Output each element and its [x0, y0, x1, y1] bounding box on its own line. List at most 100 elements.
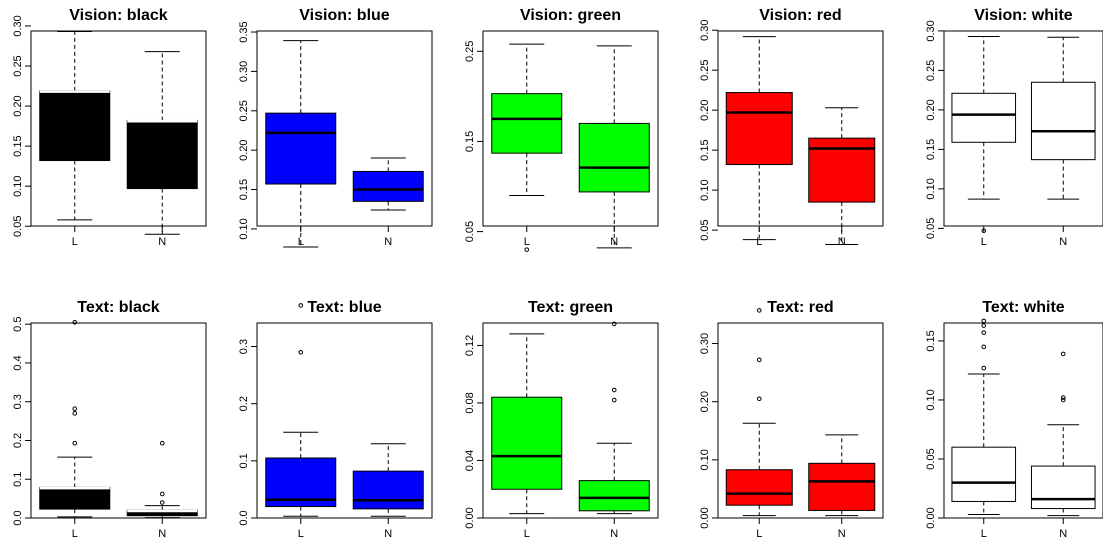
y-tick-label: 0.25	[925, 60, 937, 81]
x-tick-label: L	[72, 528, 78, 540]
box-iqr	[951, 92, 1017, 143]
outlier-point	[72, 406, 78, 411]
outlier-point	[981, 228, 987, 234]
box-iqr	[951, 446, 1017, 502]
outlier-point	[159, 440, 165, 446]
outlier-point	[756, 396, 762, 402]
panel: Text: blue 0.0 0.1 0.2 0.3 L N	[238, 299, 433, 540]
box-L	[265, 303, 337, 517]
box-N	[126, 440, 198, 519]
y-tick-label: 0.10	[699, 449, 711, 470]
y-tick-label: 0.0	[12, 510, 24, 525]
x-tick-label: N	[1059, 236, 1067, 248]
plot-frame	[943, 322, 1103, 519]
plot-frame	[30, 322, 207, 519]
x-tick-label: N	[610, 528, 618, 540]
y-tick-label: 0.2	[12, 433, 24, 448]
panel-title: Text: blue	[307, 299, 381, 316]
box-iqr	[352, 470, 424, 510]
outlier-point	[524, 247, 530, 252]
y-tick-label: 0.12	[464, 335, 476, 356]
box-L	[491, 333, 563, 515]
x-tick-label: N	[1059, 528, 1067, 540]
x-tick-label: N	[838, 236, 846, 248]
box-iqr	[126, 119, 198, 190]
panel: Vision: white 0.05 0.10 0.15 0.20 0.25 0.30 L N	[925, 7, 1103, 248]
y-tick-label: 0.3	[12, 394, 24, 409]
panel-title: Vision: blue	[299, 7, 389, 24]
y-tick-label: 0.25	[699, 59, 711, 80]
box-iqr	[578, 480, 650, 512]
panel: Text: red 0.00 0.10 0.20 0.30 L N	[699, 299, 884, 540]
box-N	[126, 51, 198, 235]
box-L	[39, 319, 111, 518]
y-tick-label: 0.2	[238, 396, 250, 411]
panel: Text: green 0.00 0.04 0.08 0.12 L N	[464, 299, 659, 540]
outlier-point	[72, 319, 78, 325]
x-tick-label: N	[158, 528, 166, 540]
outlier-point	[611, 387, 617, 393]
y-tick-label: 0.20	[699, 99, 711, 120]
y-tick-label: 0.30	[699, 19, 711, 40]
y-tick-label: 0.10	[925, 178, 937, 199]
y-tick-label: 0.15	[238, 179, 250, 200]
plot-frame	[482, 30, 659, 227]
y-tick-label: 0.05	[12, 216, 24, 237]
y-tick-label: 0.15	[925, 330, 937, 351]
box-N	[1030, 36, 1096, 200]
y-tick-label: 0.15	[699, 139, 711, 160]
y-tick-label: 0.1	[12, 472, 24, 487]
panel-title: Vision: green	[520, 7, 621, 24]
y-tick-label: 0.04	[464, 450, 476, 471]
outlier-point	[159, 500, 165, 505]
y-tick-label: 0.4	[12, 355, 24, 370]
box-iqr	[725, 92, 793, 166]
y-tick-label: 0.20	[925, 99, 937, 120]
outlier-point	[298, 303, 304, 308]
outlier-point	[1060, 351, 1066, 357]
box-L	[265, 40, 337, 248]
box-N	[578, 321, 650, 515]
outlier-point	[159, 491, 165, 497]
outlier-point	[756, 308, 762, 313]
outlier-point	[1060, 395, 1066, 400]
panel-title: Text: red	[767, 299, 833, 316]
y-tick-label: 0.15	[464, 131, 476, 152]
box-L	[951, 318, 1017, 515]
y-tick-label: 0.15	[12, 135, 24, 156]
y-tick-label: 0.30	[699, 333, 711, 354]
y-tick-label: 0.20	[12, 95, 24, 116]
plot-frame	[256, 322, 433, 519]
y-tick-label: 0.20	[699, 391, 711, 412]
plot-frame	[482, 322, 659, 519]
box-L	[725, 36, 793, 241]
box-N	[578, 45, 650, 249]
box-L	[725, 308, 793, 517]
outlier-point	[981, 344, 987, 350]
outlier-point	[981, 365, 987, 371]
y-tick-label: 0.10	[12, 175, 24, 196]
outlier-point	[981, 330, 987, 335]
x-tick-label: L	[524, 236, 530, 248]
outlier-point	[298, 349, 304, 355]
y-tick-label: 0.08	[464, 392, 476, 413]
panel-title: Text: white	[982, 299, 1064, 316]
y-tick-label: 0.0	[238, 510, 250, 525]
box-N	[808, 107, 876, 245]
y-tick-label: 0.1	[238, 453, 250, 468]
y-tick-label: 0.10	[925, 389, 937, 410]
box-N	[352, 157, 424, 211]
box-iqr	[39, 486, 111, 510]
x-tick-label: L	[756, 236, 762, 248]
plot-frame	[30, 30, 207, 227]
panel: Vision: red 0.05 0.10 0.15 0.20 0.25 0.30 L N	[699, 7, 884, 248]
outlier-point	[981, 323, 987, 328]
panel-title: Text: green	[528, 299, 613, 316]
x-tick-label: L	[72, 236, 78, 248]
y-tick-label: 0.05	[699, 219, 711, 240]
panel-title: Vision: black	[69, 7, 168, 24]
x-tick-label: N	[384, 528, 392, 540]
box-L	[39, 31, 111, 221]
x-tick-label: L	[298, 528, 304, 540]
